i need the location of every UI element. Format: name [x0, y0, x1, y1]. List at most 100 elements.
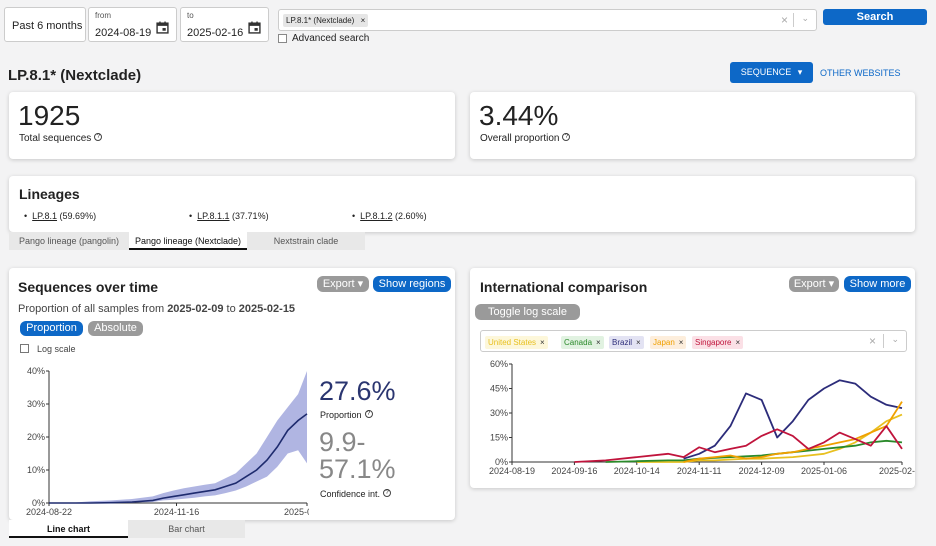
total-sequences-label: Total sequences? [19, 133, 103, 144]
country-chip-label: Canada [564, 338, 593, 347]
date-from: 2025-02-09 [167, 303, 224, 315]
lineage-link[interactable]: LP.8.1 [32, 211, 58, 221]
remove-chip-icon[interactable]: × [678, 338, 684, 347]
international-comparison-card: International comparison Export ▾ Show m… [470, 268, 915, 488]
lineage-item: • LP.8.1.2 (2.60%) [352, 211, 427, 221]
series-line [574, 425, 903, 463]
sequences-title: Sequences over time [18, 279, 159, 295]
x-tick-label: 2024-11-11 [677, 466, 722, 476]
tab-nextstrain[interactable]: Nextstrain clade [247, 232, 365, 250]
sequences-chart: 0% 10% 20% 30% 40% 2024-08-22 2024-11-16 2025-0… [26, 366, 309, 517]
remove-chip-icon[interactable]: × [596, 338, 601, 347]
advanced-search-checkbox[interactable] [278, 34, 287, 43]
from-date-field[interactable]: from 2024-08-19 [88, 7, 177, 42]
divider [793, 13, 794, 27]
clear-icon[interactable]: × [780, 13, 788, 27]
confidence-value-1: 9.9- [319, 427, 366, 457]
page-title: LP.8.1* (Nextclade) [8, 67, 142, 84]
sequences-subtitle: Proportion of all samples from 2025-02-0… [18, 303, 295, 315]
sequence-button[interactable]: SEQUENCE ▾ [730, 62, 813, 83]
country-select[interactable]: United States × Canada × Brazil × Japan × Si… [480, 330, 907, 352]
chevron-down-icon[interactable]: ⌄ [801, 13, 809, 23]
proportion-big-value: 27.6% [319, 376, 396, 406]
x-tick-label: 2025-02-10 [879, 466, 915, 476]
country-chip: United States × [485, 336, 548, 349]
search-button[interactable]: Search [823, 9, 927, 25]
country-chip: Brazil × [609, 336, 644, 349]
lineage-search-input[interactable]: LP.8.1* (Nextclade) × × ⌄ [278, 9, 817, 31]
y-tick-label: 60% [490, 359, 508, 369]
y-tick-label: 10% [27, 465, 45, 475]
lineage-link[interactable]: LP.8.1.1 [197, 211, 230, 221]
subtitle-prefix: Proportion of all samples from [18, 303, 165, 315]
remove-chip-icon[interactable]: × [735, 338, 741, 347]
help-icon[interactable]: ? [94, 133, 103, 141]
total-sequences-value: 1925 [18, 100, 81, 131]
help-icon[interactable]: ? [364, 410, 373, 418]
tab-line-chart[interactable]: Line chart [9, 520, 128, 538]
other-websites-link[interactable]: OTHER WEBSITES [820, 68, 901, 78]
lineage-item: • LP.8.1 (59.69%) [24, 211, 97, 221]
tab-pangolin[interactable]: Pango lineage (pangolin) [9, 232, 129, 250]
export-button[interactable]: Export ▾ [789, 276, 839, 292]
proportion-toggle[interactable]: Proportion [20, 321, 83, 336]
series-line [683, 379, 903, 460]
lineage-item: • LP.8.1.1 (37.71%) [189, 211, 269, 221]
help-icon[interactable]: ? [562, 133, 571, 141]
proportion-line [49, 413, 308, 504]
remove-chip-icon[interactable]: × [540, 338, 545, 347]
lineage-pct: (2.60%) [395, 211, 427, 221]
country-chip: Singapore × [692, 336, 744, 349]
to-word: to [226, 303, 236, 315]
tab-nextclade[interactable]: Pango lineage (Nextclade) [129, 232, 247, 250]
export-button[interactable]: Export ▾ [317, 276, 369, 292]
x-tick-label: 2024-10-14 [614, 466, 660, 476]
remove-chip-icon[interactable]: × [360, 16, 366, 25]
date-to: 2025-02-15 [238, 303, 296, 315]
from-label: from [95, 11, 111, 20]
lineage-chip-label: LP.8.1* (Nextclade) [286, 16, 355, 25]
y-tick-label: 0% [495, 457, 508, 467]
lineage-pct: (59.69%) [59, 211, 97, 221]
absolute-toggle[interactable]: Absolute [88, 321, 143, 336]
to-value: 2025-02-16 [187, 27, 244, 39]
x-tick-label: 2024-08-22 [26, 507, 72, 517]
proportion-big-label: Proportion? [320, 410, 373, 420]
total-sequences-text: Total sequences [19, 133, 92, 144]
sequence-button-label: SEQUENCE [740, 67, 792, 77]
x-tick-label: 2025-02-12 [284, 507, 309, 517]
remove-chip-icon[interactable]: × [636, 338, 641, 347]
total-sequences-card: 1925 Total sequences? [9, 92, 455, 159]
calendar-icon[interactable] [156, 21, 169, 34]
x-tick-label: 2025-01-06 [801, 466, 847, 476]
help-icon[interactable]: ? [383, 489, 392, 497]
tab-bar-chart[interactable]: Bar chart [128, 520, 245, 538]
export-label: Export [793, 278, 826, 290]
from-value: 2024-08-19 [95, 27, 152, 39]
period-value: Past 6 months [12, 20, 83, 32]
clear-icon[interactable]: × [868, 334, 876, 348]
calendar-icon[interactable] [248, 21, 261, 34]
show-regions-button[interactable]: Show regions [373, 276, 451, 292]
divider [883, 334, 884, 348]
y-tick-label: 0% [32, 498, 45, 508]
confidence-band [49, 371, 307, 503]
country-chip-label: United States [488, 338, 537, 347]
proportion-text: Proportion [320, 410, 362, 420]
period-select[interactable]: Past 6 months [4, 7, 86, 42]
overall-proportion-value: 3.44% [479, 100, 559, 131]
chevron-down-icon[interactable]: ⌄ [891, 334, 899, 344]
toggle-log-scale-button[interactable]: Toggle log scale [475, 304, 580, 320]
log-scale-label: Log scale [37, 344, 76, 354]
y-tick-label: 30% [490, 408, 508, 418]
to-date-field[interactable]: to 2025-02-16 [180, 7, 269, 42]
confidence-text: Confidence int. [320, 489, 381, 499]
confidence-label: Confidence int.? [320, 489, 392, 499]
show-more-button[interactable]: Show more [844, 276, 911, 292]
sequences-over-time-card: Sequences over time Export ▾ Show region… [9, 268, 455, 520]
lineage-link[interactable]: LP.8.1.2 [360, 211, 393, 221]
chevron-down-icon: ▾ [797, 67, 803, 77]
series-line [683, 401, 903, 463]
lineage-pct: (37.71%) [232, 211, 269, 221]
log-scale-checkbox[interactable] [20, 344, 29, 353]
